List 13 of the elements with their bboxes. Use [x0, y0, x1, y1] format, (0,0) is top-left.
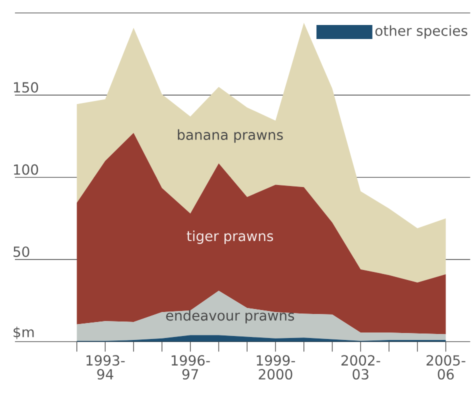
x-tick-label: 1999-2000: [256, 354, 295, 380]
x-tick-label: 2002-03: [341, 354, 380, 380]
y-tick-label: 150: [14, 82, 38, 92]
x-tick-label: 1996-97: [172, 354, 210, 380]
x-tick-label: 2005-06: [426, 354, 466, 380]
y-tick-label: 100: [14, 164, 38, 175]
y-tick-label: 50: [14, 246, 30, 257]
series-label: banana prawns: [178, 129, 283, 142]
legend-label: other species: [375, 25, 468, 38]
y-tick-label: $m: [14, 326, 34, 339]
x-tick-label: 1993-94: [86, 354, 125, 380]
series-label: endeavour prawns: [166, 310, 294, 324]
series-label: tiger prawns: [186, 230, 274, 244]
